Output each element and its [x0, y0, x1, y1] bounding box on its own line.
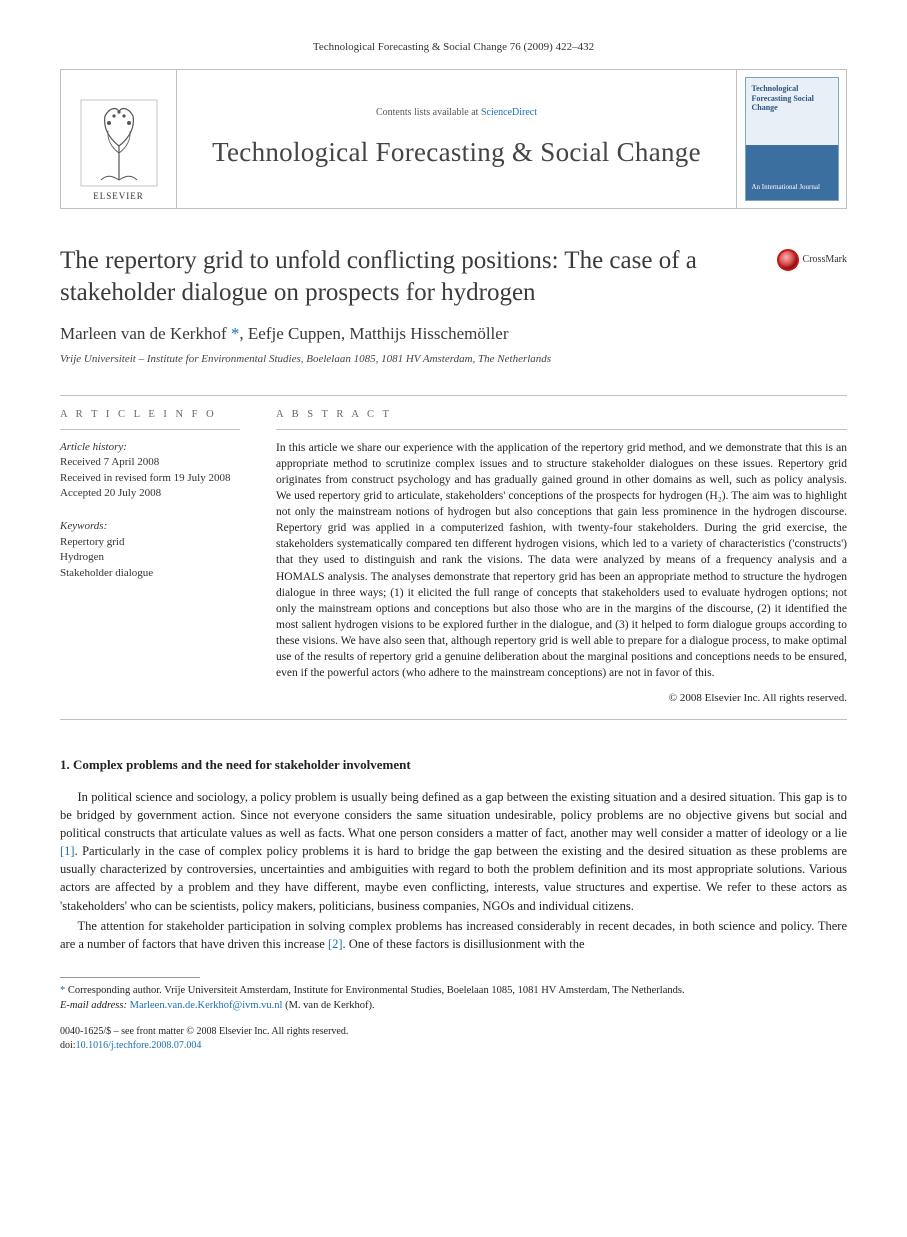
contents-line: Contents lists available at ScienceDirec…	[376, 106, 537, 120]
publisher-label: ELSEVIER	[93, 190, 144, 203]
masthead-center: Contents lists available at ScienceDirec…	[177, 70, 736, 208]
authors: Marleen van de Kerkhof *, Eefje Cuppen, …	[60, 322, 847, 346]
cover-title: Technological Forecasting Social Change	[752, 84, 832, 112]
masthead-right: Technological Forecasting Social Change …	[736, 70, 846, 208]
elsevier-tree-icon	[79, 98, 159, 188]
abstract-heading: A B S T R A C T	[276, 408, 847, 430]
article-title: The repertory grid to unfold conflicting…	[60, 245, 757, 308]
doi-label: doi:	[60, 1040, 76, 1051]
ref-link[interactable]: [1]	[60, 844, 75, 858]
ref-link[interactable]: [2]	[328, 937, 343, 951]
journal-name: Technological Forecasting & Social Chang…	[212, 134, 701, 172]
affiliation: Vrije Universiteit – Institute for Envir…	[60, 352, 847, 367]
section-1-heading: 1. Complex problems and the need for sta…	[60, 756, 847, 774]
keyword: Repertory grid	[60, 535, 240, 550]
abstract-copyright: © 2008 Elsevier Inc. All rights reserved…	[276, 691, 847, 706]
email-footnote: E-mail address: Marleen.van.de.Kerkhof@i…	[60, 999, 847, 1014]
keyword: Hydrogen	[60, 550, 240, 565]
email-after: (M. van de Kerkhof).	[282, 1000, 374, 1011]
article-info-column: A R T I C L E I N F O Article history: R…	[60, 396, 256, 718]
email-label: E-mail address:	[60, 1000, 127, 1011]
doi-line: doi:10.1016/j.techfore.2008.07.004	[60, 1039, 847, 1053]
front-matter-line: 0040-1625/$ – see front matter © 2008 El…	[60, 1025, 847, 1039]
keywords-block: Keywords: Repertory grid Hydrogen Stakeh…	[60, 519, 240, 581]
article-info-heading: A R T I C L E I N F O	[60, 408, 240, 430]
crossmark-widget[interactable]: CrossMark	[777, 249, 847, 271]
footnote-separator	[60, 977, 200, 978]
crossmark-label: CrossMark	[803, 253, 847, 267]
body-text: In political science and sociology, a po…	[60, 788, 847, 953]
doi-link[interactable]: 10.1016/j.techfore.2008.07.004	[76, 1040, 202, 1051]
contents-prefix: Contents lists available at	[376, 107, 481, 118]
crossmark-icon	[777, 249, 799, 271]
running-head: Technological Forecasting & Social Chang…	[60, 40, 847, 55]
footnotes: * Corresponding author. Vrije Universite…	[60, 984, 847, 1013]
sciencedirect-link[interactable]: ScienceDirect	[481, 107, 537, 118]
abstract-text: In this article we share our experience …	[276, 440, 847, 681]
history-label: Article history:	[60, 440, 240, 455]
history-line: Received in revised form 19 July 2008	[60, 471, 240, 486]
publisher-block: ELSEVIER	[61, 70, 177, 208]
keywords-label: Keywords:	[60, 520, 107, 532]
history-line: Accepted 20 July 2008	[60, 486, 240, 501]
article-history-block: Article history: Received 7 April 2008 R…	[60, 440, 240, 502]
abstract-column: A B S T R A C T In this article we share…	[256, 396, 847, 718]
keyword: Stakeholder dialogue	[60, 566, 240, 581]
journal-cover-thumbnail: Technological Forecasting Social Change …	[745, 77, 839, 201]
cover-subtitle: An International Journal	[752, 183, 820, 193]
bottom-meta: 0040-1625/$ – see front matter © 2008 El…	[60, 1025, 847, 1053]
history-line: Received 7 April 2008	[60, 455, 240, 470]
masthead: ELSEVIER Contents lists available at Sci…	[60, 69, 847, 209]
paragraph: The attention for stakeholder participat…	[60, 917, 847, 953]
email-link[interactable]: Marleen.van.de.Kerkhof@ivm.vu.nl	[130, 1000, 283, 1011]
corresponding-author-footnote: * Corresponding author. Vrije Universite…	[60, 984, 847, 999]
paragraph: In political science and sociology, a po…	[60, 788, 847, 915]
